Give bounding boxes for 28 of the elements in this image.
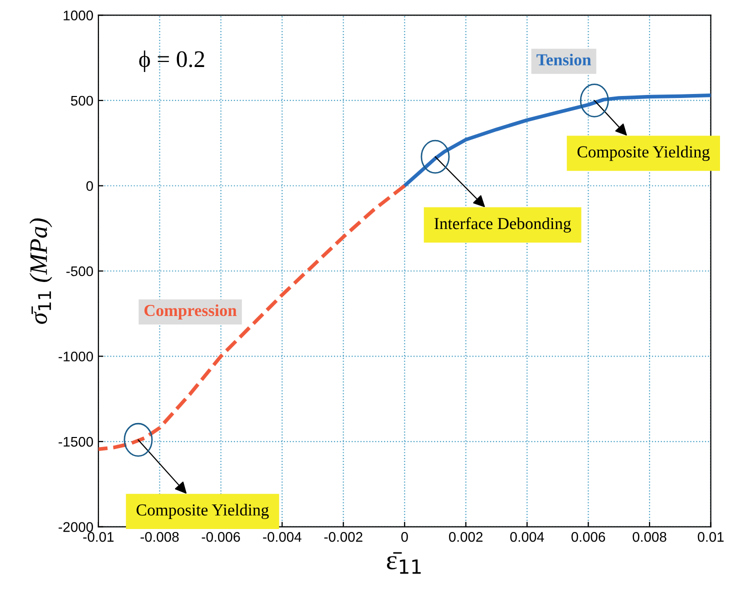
x-tick-label: 0.002 [448,532,483,542]
y-tick-label: -2000 [58,522,94,532]
text: Tension [536,54,592,66]
annotation: ϕ = 0.2 [139,50,204,72]
line-series [98,184,406,452]
x-tick-label: -0.002 [324,532,362,542]
annotation: Interface Debonding [434,217,571,233]
annotation: Composite Yielding [136,504,269,520]
y-tick-label: -1000 [58,352,94,362]
series-label: Compression [144,304,237,320]
x-tick-label: -0.01 [83,532,114,542]
x-tick-label: -0.004 [263,532,302,542]
x-tick-label: -0.008 [140,532,179,542]
x-tick-label: 0.008 [632,532,666,542]
line-series [402,94,711,188]
x-axis-title: ε̄$_{11}$ [386,552,421,574]
annotation: Composite Yielding [578,146,710,161]
y-tick-label: 500 [70,96,94,106]
y-tick-label: 0 [86,181,94,191]
x-tick-label: 0.004 [510,532,544,542]
y-tick-label: -1500 [58,436,94,447]
y-axis-title: σ̄$_{11}$ (MPa) [29,218,52,324]
x-tick-label: 0 [401,532,408,542]
x-tick-label: 0.006 [571,532,606,542]
y-tick-label: -500 [66,266,94,276]
y-tick-label: 1000 [64,10,94,20]
x-tick-label: 0.01 [698,532,724,542]
x-tick-label: -0.006 [202,532,240,542]
